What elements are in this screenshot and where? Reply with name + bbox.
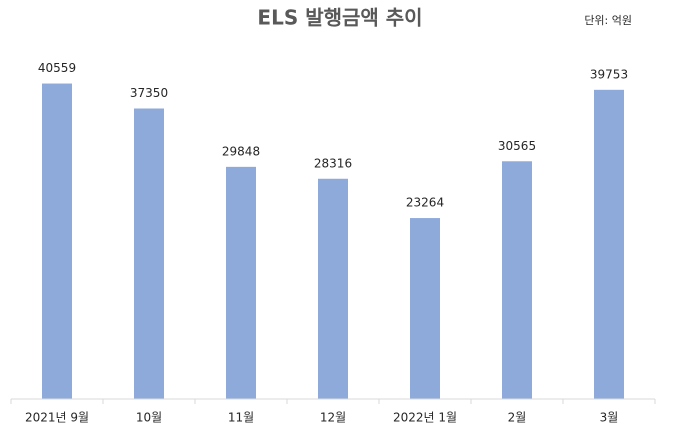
bar [42, 83, 72, 400]
x-tick-label: 2021년 9월 [25, 411, 89, 425]
x-tick-label: 10월 [136, 411, 162, 425]
bar [226, 166, 256, 399]
x-tick-label: 2022년 1월 [393, 411, 457, 425]
bar [594, 89, 624, 399]
bar [410, 218, 440, 399]
chart-title: ELS 발행금액 추이 [257, 6, 422, 30]
x-tick-label: 11월 [228, 411, 254, 425]
data-label: 23264 [406, 196, 444, 210]
x-tick-label: 3월 [600, 411, 619, 425]
data-label: 37350 [130, 86, 168, 100]
data-label: 40559 [38, 61, 76, 75]
x-tick-label: 2월 [508, 411, 527, 425]
data-label: 29848 [222, 144, 260, 158]
data-label: 39753 [590, 67, 628, 81]
bar [134, 108, 164, 399]
data-label: 30565 [498, 139, 536, 153]
unit-label: 단위: 억원 [584, 14, 632, 27]
bar [502, 161, 532, 399]
x-tick-label: 12월 [320, 411, 346, 425]
data-label: 28316 [314, 156, 352, 170]
bar [318, 178, 348, 399]
